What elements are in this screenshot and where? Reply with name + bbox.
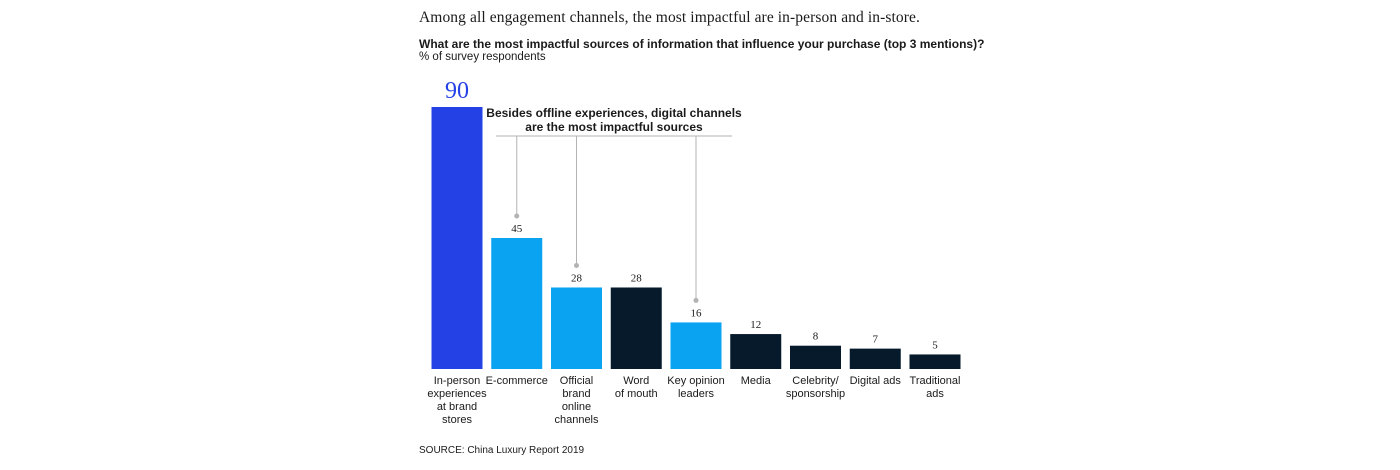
- category-label-0-line-1: experiences: [427, 388, 487, 400]
- category-label-5-line-0: Media: [741, 375, 772, 387]
- value-label-6: 8: [813, 331, 819, 343]
- chart-headline: Among all engagement channels, the most …: [419, 9, 920, 26]
- value-label-7: 7: [873, 334, 879, 346]
- category-label-2-line-2: online: [562, 401, 591, 413]
- callout-dot-1: [574, 262, 579, 268]
- callout-dot-2: [693, 297, 699, 303]
- value-label-1: 45: [511, 223, 523, 235]
- value-label-4: 16: [691, 307, 703, 319]
- bars-layer: [431, 107, 961, 369]
- bar-8: [909, 354, 961, 369]
- bar-3: [610, 287, 662, 369]
- value-label-3: 28: [631, 272, 643, 284]
- category-label-8-line-1: ads: [926, 388, 944, 400]
- category-label-2-line-3: channels: [554, 414, 599, 426]
- value-labels-layer: 90 45 28 28 16 12 8 7 5: [445, 78, 938, 351]
- chart-title: What are the most impactful sources of i…: [419, 37, 985, 51]
- callout-text-line-2: are the most impactful sources: [525, 120, 703, 134]
- value-label-0: 90: [445, 78, 469, 104]
- bar-1: [491, 238, 543, 369]
- callout-annotation: Besides offline experiences, digital cha…: [486, 106, 742, 303]
- category-label-6-line-0: Celebrity/: [792, 375, 839, 387]
- chart-source: SOURCE: China Luxury Report 2019: [419, 445, 585, 456]
- category-label-4-line-0: Key opinion: [667, 375, 725, 387]
- category-label-0-line-3: stores: [442, 414, 472, 426]
- category-label-6-line-1: sponsorship: [786, 388, 845, 400]
- category-label-0-line-2: at brand: [437, 401, 477, 413]
- category-label-3-line-0: Word: [623, 375, 649, 387]
- category-label-1-line-0: E-commerce: [486, 375, 548, 387]
- value-label-5: 12: [750, 319, 761, 331]
- category-label-7-line-0: Digital ads: [850, 375, 902, 387]
- bar-4: [670, 322, 722, 369]
- bar-5: [730, 334, 782, 369]
- bar-2: [551, 287, 602, 369]
- category-label-2-line-0: Official: [560, 375, 593, 387]
- value-label-8: 5: [932, 339, 938, 351]
- value-label-2: 28: [571, 272, 583, 284]
- bar-6: [790, 345, 841, 369]
- category-label-2-line-1: brand: [562, 388, 590, 400]
- category-label-8-line-0: Traditional: [910, 375, 961, 387]
- category-label-3-line-1: of mouth: [615, 388, 658, 400]
- bar-7: [849, 348, 901, 369]
- bar-0: [431, 107, 483, 369]
- callout-text-line-1: Besides offline experiences, digital cha…: [486, 106, 742, 120]
- callout-dot-0: [514, 213, 520, 219]
- chart-unit-label: % of survey respondents: [419, 51, 546, 63]
- category-label-0-line-0: In-person: [434, 375, 480, 387]
- category-label-4-line-1: leaders: [678, 388, 715, 400]
